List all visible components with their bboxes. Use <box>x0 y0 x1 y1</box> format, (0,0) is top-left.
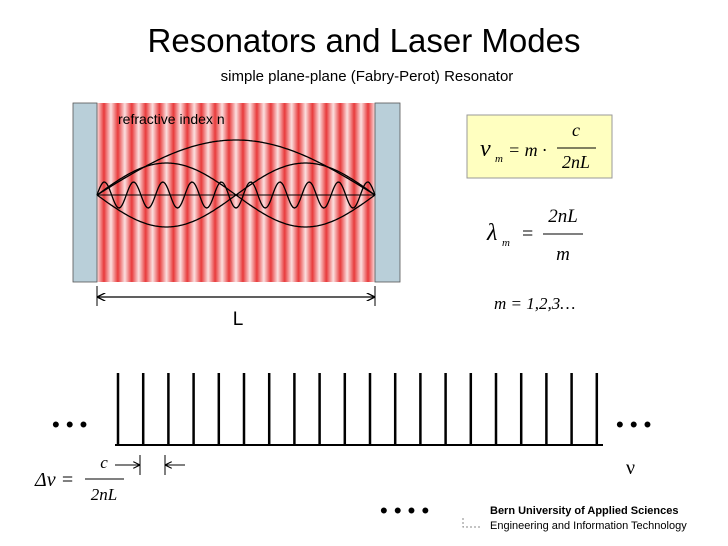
logo-line <box>462 518 480 528</box>
subtitle: simple plane-plane (Fabry-Perot) Resonat… <box>221 68 514 85</box>
formula-symbol: ν <box>480 136 491 162</box>
medium-label: refractive index n <box>118 111 225 127</box>
formula-rhs: = m · <box>508 140 547 160</box>
formula-sub: m <box>502 237 510 249</box>
formula-sub: m <box>495 153 503 165</box>
title: Resonators and Laser Modes <box>148 22 581 59</box>
formula-symbol: λ <box>486 220 497 246</box>
ellipsis: • • • <box>616 412 651 437</box>
formula-num: 2nL <box>548 206 578 227</box>
mode-numbers: m = 1,2,3… <box>494 294 575 313</box>
axis-label: ν <box>626 457 635 479</box>
standing-waves <box>96 139 376 228</box>
spacing-lhs: Δν = <box>34 469 74 491</box>
wave-mode <box>96 162 376 228</box>
formula-den: m <box>556 244 570 265</box>
institution: Bern University of Applied Sciences <box>490 505 678 517</box>
mirror-right <box>374 102 401 283</box>
formula-den: 2nL <box>562 152 590 172</box>
formula-rhs: = <box>522 223 533 245</box>
formula-num: c <box>572 120 580 140</box>
gain-medium <box>97 103 375 282</box>
wave-mode <box>96 181 376 209</box>
mode-lines <box>116 373 599 445</box>
footer-dots: • • • • <box>380 498 429 523</box>
spacing-den: 2nL <box>91 485 117 504</box>
department: Engineering and Information Technology <box>490 520 687 532</box>
formula-box <box>466 114 613 179</box>
spacing-num: c <box>100 453 108 472</box>
ellipsis: • • • <box>52 412 87 437</box>
length-label: L <box>233 309 244 330</box>
mirror-left <box>72 102 98 283</box>
